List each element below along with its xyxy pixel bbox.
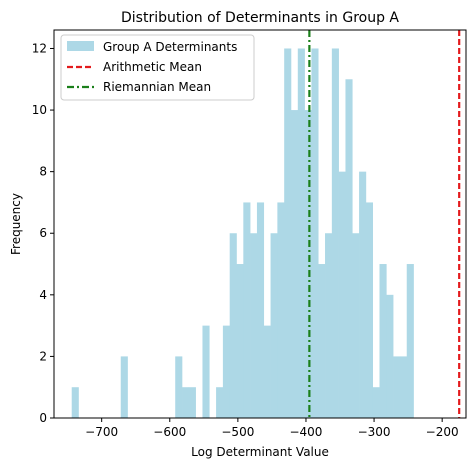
histogram-bar [71, 387, 79, 418]
y-axis-label: Frequency [9, 193, 23, 255]
legend-box [60, 34, 255, 101]
y-tick-label: 0 [39, 411, 47, 425]
x-tick-label: −500 [221, 425, 254, 439]
histogram-bar [304, 110, 312, 418]
y-tick-label: 10 [32, 103, 47, 117]
histogram-bar [120, 356, 128, 418]
legend: Group A Determinants Arithmetic Mean Rie… [60, 34, 255, 101]
histogram-bar [318, 264, 326, 418]
histogram-bar [222, 325, 230, 418]
histogram-bar [386, 294, 394, 418]
mean-lines [308, 30, 461, 418]
legend-label-riemannian-mean: Riemannian Mean [103, 80, 211, 94]
chart-title: Distribution of Determinants in Group A [121, 10, 399, 26]
y-tick-label: 12 [32, 41, 47, 55]
legend-label-arithmetic-mean: Arithmetic Mean [103, 60, 202, 74]
histogram-bar [202, 325, 210, 418]
y-axis-ticks: 0 2 4 6 8 10 12 [32, 41, 54, 425]
histogram-bar [175, 356, 183, 418]
legend-swatch-histogram [67, 41, 94, 51]
y-tick-label: 4 [39, 288, 47, 302]
legend-label-histogram: Group A Determinants [103, 40, 237, 54]
histogram-bar [188, 387, 196, 418]
plot-frame [53, 29, 467, 419]
x-tick-label: −400 [289, 425, 322, 439]
histogram-bar [345, 79, 353, 419]
histogram-bar [406, 264, 414, 418]
histogram-bar [311, 48, 319, 418]
histogram-bar [297, 48, 305, 418]
y-tick-label: 6 [39, 226, 47, 240]
histogram-bar [331, 48, 339, 418]
histogram-bar [325, 233, 333, 418]
histogram-bar [359, 171, 367, 418]
histogram-bar [236, 264, 244, 418]
histogram-bar [365, 202, 373, 418]
histogram-bar [338, 171, 346, 418]
histogram-bar [290, 110, 299, 418]
y-tick-label: 8 [39, 165, 47, 179]
x-tick-label: −600 [153, 425, 186, 439]
histogram-bar [216, 387, 224, 418]
histogram-bar [263, 325, 271, 418]
histogram-bar [277, 202, 285, 418]
histogram-bar [372, 387, 380, 418]
histogram-bar [393, 356, 401, 418]
x-tick-label: −300 [358, 425, 391, 439]
histogram-bar [352, 233, 360, 418]
histogram-bars [71, 48, 414, 419]
histogram-bar [256, 202, 265, 418]
x-tick-label: −700 [85, 425, 118, 439]
histogram-bar [229, 233, 237, 418]
x-axis-label: Log Determinant Value [191, 445, 329, 459]
x-axis-ticks: −700 −600 −500 −400 −300 −200 [85, 418, 459, 439]
histogram-bar [379, 264, 387, 418]
histogram-bar [284, 48, 292, 418]
histogram-bar [182, 387, 190, 418]
histogram-bar [243, 202, 251, 418]
x-tick-label: −200 [426, 425, 459, 439]
histogram-bar [250, 233, 258, 418]
histogram-bar [399, 356, 408, 418]
histogram-bar [270, 233, 278, 418]
y-tick-label: 2 [39, 349, 47, 363]
